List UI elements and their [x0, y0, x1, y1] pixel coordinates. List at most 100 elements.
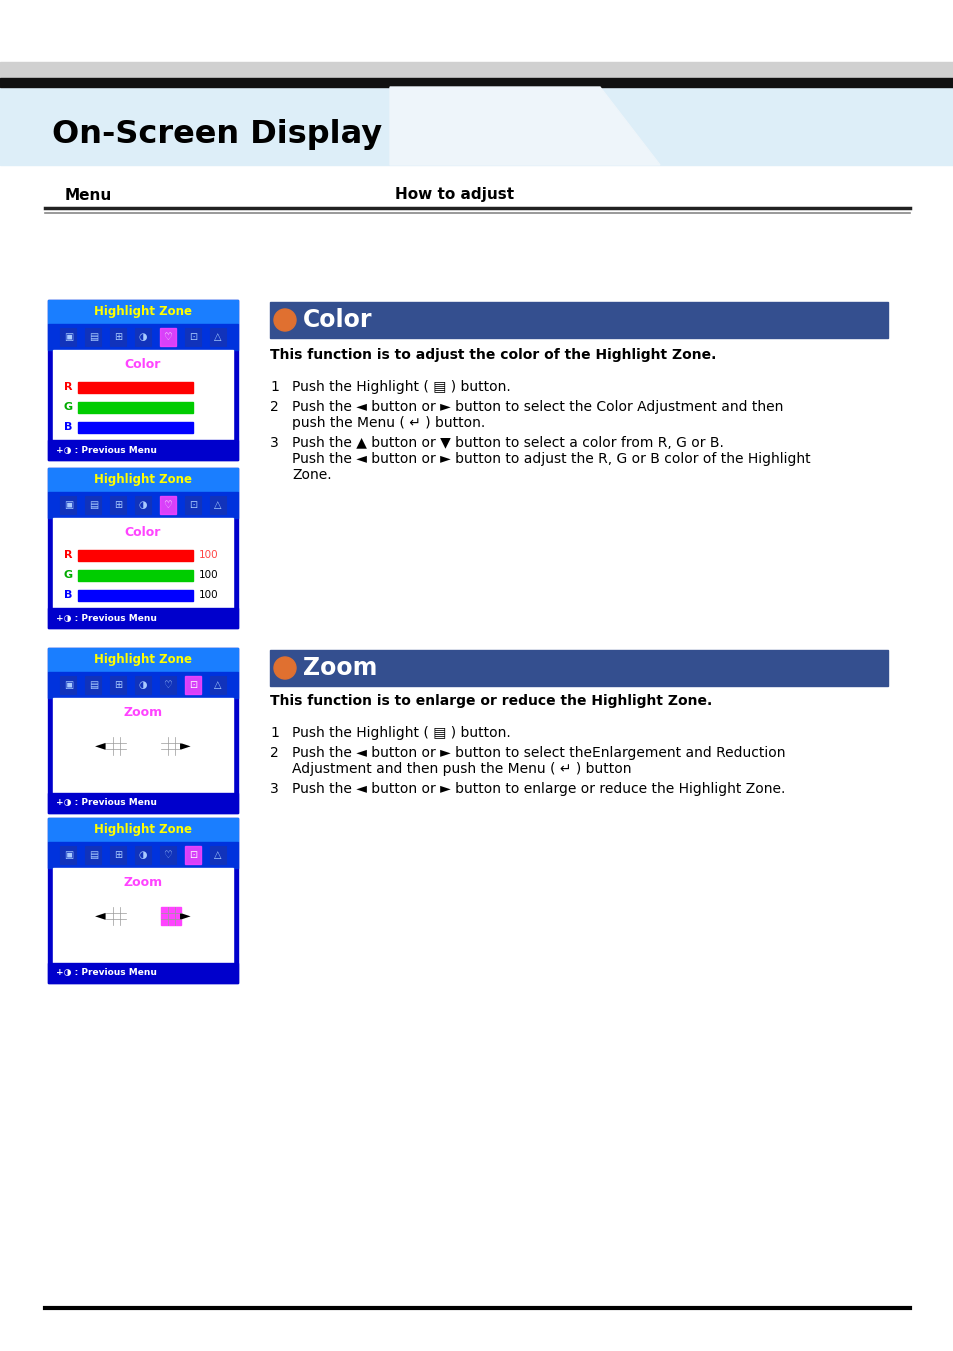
Bar	[210, 676, 225, 694]
Text: Push the ▲ button or ▼ button to select a color from R, G or B.: Push the ▲ button or ▼ button to select …	[292, 436, 723, 450]
Bar	[85, 328, 101, 346]
Text: G: G	[63, 570, 72, 581]
Text: △: △	[213, 680, 221, 690]
Text: Push the Highlight ( ▤ ) button.: Push the Highlight ( ▤ ) button.	[292, 725, 510, 740]
Text: ◑: ◑	[138, 332, 147, 342]
Text: △: △	[213, 500, 221, 509]
Bar	[85, 846, 101, 865]
Bar	[53, 517, 233, 608]
Text: Adjustment and then push the Menu ( ↵ ) button: Adjustment and then push the Menu ( ↵ ) …	[292, 762, 631, 775]
Text: ◄: ◄	[94, 908, 105, 923]
Bar	[48, 467, 237, 628]
Bar	[160, 846, 175, 865]
Text: ♡: ♡	[163, 500, 172, 509]
Bar	[60, 676, 76, 694]
Bar	[48, 793, 237, 813]
Text: ⊞: ⊞	[114, 332, 122, 342]
Bar	[48, 324, 237, 350]
Bar	[160, 328, 175, 346]
Bar	[161, 736, 181, 754]
Bar	[135, 328, 151, 346]
Bar	[48, 648, 237, 813]
Bar	[48, 648, 237, 671]
Text: 100: 100	[199, 590, 218, 600]
Bar	[185, 328, 200, 346]
Text: ⊡: ⊡	[189, 680, 196, 690]
Bar	[210, 846, 225, 865]
Text: 2: 2	[270, 746, 278, 761]
Bar	[78, 570, 193, 581]
Text: Highlight Zone: Highlight Zone	[94, 305, 192, 319]
Text: ◑: ◑	[138, 680, 147, 690]
Text: +◑ : Previous Menu: +◑ : Previous Menu	[56, 798, 156, 808]
Text: ⊡: ⊡	[189, 332, 196, 342]
Bar	[85, 496, 101, 513]
Bar	[210, 328, 225, 346]
Text: ◑: ◑	[138, 500, 147, 509]
Bar	[110, 328, 126, 346]
Bar	[78, 590, 193, 601]
Bar	[106, 907, 126, 924]
Bar	[135, 496, 151, 513]
Text: 1: 1	[270, 725, 278, 740]
Text: Push the ◄ button or ► button to enlarge or reduce the Highlight Zone.: Push the ◄ button or ► button to enlarge…	[292, 782, 784, 796]
Text: ◑: ◑	[138, 850, 147, 861]
Text: Color: Color	[303, 308, 372, 332]
Text: △: △	[213, 850, 221, 861]
Text: ►: ►	[179, 908, 190, 923]
Bar	[48, 440, 237, 459]
Bar	[210, 496, 225, 513]
Bar	[78, 403, 193, 413]
Text: ⊡: ⊡	[189, 500, 196, 509]
Polygon shape	[390, 86, 659, 165]
Text: 3: 3	[270, 436, 278, 450]
Text: △: △	[213, 332, 221, 342]
Bar	[160, 676, 175, 694]
Bar	[160, 496, 175, 513]
Text: +◑ : Previous Menu: +◑ : Previous Menu	[56, 446, 156, 454]
Text: Highlight Zone: Highlight Zone	[94, 473, 192, 486]
Text: Zoom: Zoom	[303, 657, 377, 680]
Bar	[78, 382, 193, 393]
Text: ▣: ▣	[64, 680, 73, 690]
Bar	[48, 608, 237, 628]
Text: On-Screen Display: On-Screen Display	[52, 119, 382, 150]
Text: +◑ : Previous Menu: +◑ : Previous Menu	[56, 969, 156, 978]
Text: ▤: ▤	[89, 680, 98, 690]
Text: How to adjust: How to adjust	[395, 188, 514, 203]
Text: This function is to adjust the color of the Highlight Zone.: This function is to adjust the color of …	[270, 349, 716, 362]
Text: 1: 1	[270, 380, 278, 394]
Bar	[48, 817, 237, 984]
Text: B: B	[64, 423, 72, 432]
Text: ▤: ▤	[89, 850, 98, 861]
Text: ►: ►	[179, 739, 190, 753]
Text: Push the ◄ button or ► button to adjust the R, G or B color of the Highlight: Push the ◄ button or ► button to adjust …	[292, 453, 810, 466]
Bar	[78, 550, 193, 561]
Text: Highlight Zone: Highlight Zone	[94, 654, 192, 666]
Text: Zoom: Zoom	[123, 875, 162, 889]
Bar	[60, 496, 76, 513]
Text: Push the Highlight ( ▤ ) button.: Push the Highlight ( ▤ ) button.	[292, 380, 510, 394]
Bar	[110, 846, 126, 865]
Bar	[185, 496, 200, 513]
Bar	[185, 846, 200, 865]
Bar	[60, 846, 76, 865]
Text: ⊡: ⊡	[189, 850, 196, 861]
Text: ▤: ▤	[89, 500, 98, 509]
Text: push the Menu ( ↵ ) button.: push the Menu ( ↵ ) button.	[292, 416, 485, 430]
Bar	[135, 846, 151, 865]
Text: R: R	[64, 550, 72, 561]
Text: Zone.: Zone.	[292, 467, 332, 482]
Bar	[48, 300, 237, 459]
Text: ▣: ▣	[64, 850, 73, 861]
Bar	[48, 467, 237, 492]
Text: Color: Color	[125, 358, 161, 370]
Text: B: B	[64, 590, 72, 600]
Text: +◑ : Previous Menu: +◑ : Previous Menu	[56, 613, 156, 623]
Bar	[0, 62, 953, 78]
Text: ♡: ♡	[163, 332, 172, 342]
Text: This function is to enlarge or reduce the Highlight Zone.: This function is to enlarge or reduce th…	[270, 694, 712, 708]
Text: Color: Color	[125, 526, 161, 539]
Text: R: R	[64, 382, 72, 393]
Bar	[48, 817, 237, 842]
